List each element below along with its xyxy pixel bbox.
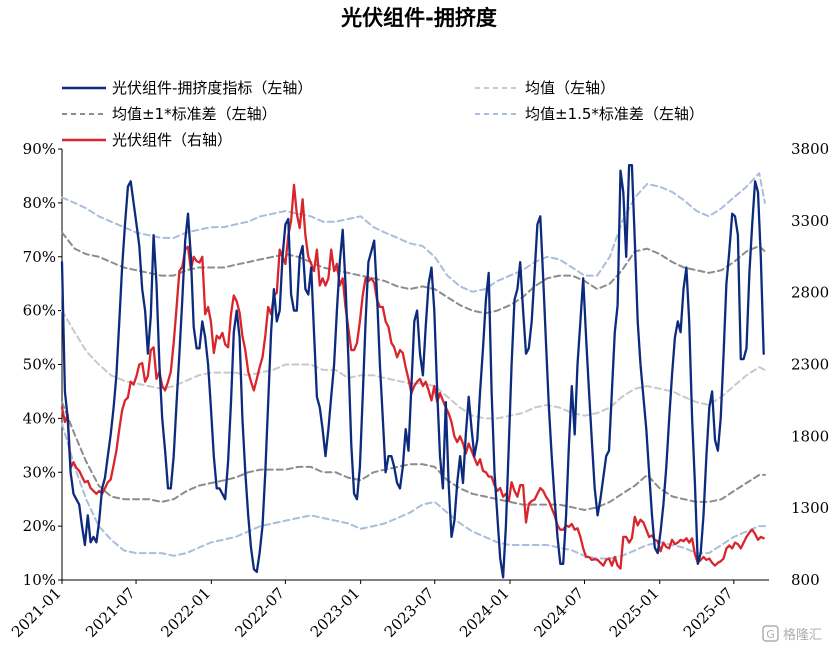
series-line-4: [61, 172, 766, 293]
y-left-tick-label: 60%: [23, 302, 56, 320]
series-line-1: [61, 309, 766, 420]
legend-label-index: 光伏组件-拥挤度指标（左轴）: [112, 79, 312, 97]
watermark-logo-icon: [762, 625, 779, 642]
legend-item-std15: 均值±1.5*标准差（左轴）: [475, 105, 704, 123]
y-right-tick-label: 3300: [791, 212, 829, 230]
y-right-tick-label: 1300: [791, 499, 829, 517]
legend-label-mean: 均值（左轴）: [525, 79, 615, 97]
x-tick-label: 2021-01: [8, 584, 65, 641]
series-layer: [60, 164, 766, 579]
watermark-text: 格隆汇: [783, 627, 822, 643]
legend-label-price: 光伏组件（右轴）: [112, 131, 232, 149]
x-tick-label: 2022-01: [157, 584, 214, 641]
x-tick-label: 2025-01: [606, 584, 663, 641]
y-left-tick-label: 10%: [23, 571, 56, 589]
legend-label-std15: 均值±1.5*标准差（左轴）: [525, 105, 704, 123]
y-right-tick-label: 1800: [791, 427, 829, 445]
legend-label-std1: 均值±1*标准差（左轴）: [112, 105, 277, 123]
x-tick-label: 2023-07: [381, 584, 438, 641]
legend-item-std1: 均值±1*标准差（左轴）: [62, 105, 277, 123]
y-right-tick-label: 2300: [791, 356, 829, 374]
x-tick-label: 2022-07: [231, 584, 288, 641]
x-tick-label: 2021-07: [82, 584, 139, 641]
series-line-0: [60, 164, 765, 579]
legend-item-index: 光伏组件-拥挤度指标（左轴）: [62, 79, 312, 97]
y-right-tick-label: 2800: [791, 284, 829, 302]
y-left-tick-label: 90%: [23, 140, 56, 158]
x-tick-label: 2024-07: [530, 584, 587, 641]
x-tick-label: 2024-01: [456, 584, 513, 641]
series-line-3: [61, 401, 766, 511]
y-left-tick-label: 80%: [23, 194, 56, 212]
legend-item-mean: 均值（左轴）: [475, 79, 615, 97]
y-right-tick-label: 800: [791, 571, 820, 589]
y-left-tick-label: 20%: [23, 517, 56, 535]
watermark: G 格隆汇: [762, 625, 822, 643]
y-left-tick-label: 30%: [23, 463, 56, 481]
y-left-tick-label: 40%: [23, 409, 56, 427]
series-line-6: [60, 183, 765, 570]
chart-title: 光伏组件-拥挤度: [340, 6, 497, 30]
x-tick-label: 2023-01: [307, 584, 364, 641]
y-right-tick-label: 3800: [791, 140, 829, 158]
y-left-tick-label: 50%: [23, 356, 56, 374]
legend-item-price: 光伏组件（右轴）: [62, 131, 232, 149]
y-left-tick-label: 70%: [23, 248, 56, 266]
watermark-logo-glyph: G: [766, 628, 775, 641]
x-tick-label: 2025-07: [680, 584, 737, 641]
legend: 光伏组件-拥挤度指标（左轴） 均值（左轴） 均值±1*标准差（左轴） 均值±1.…: [62, 79, 704, 149]
